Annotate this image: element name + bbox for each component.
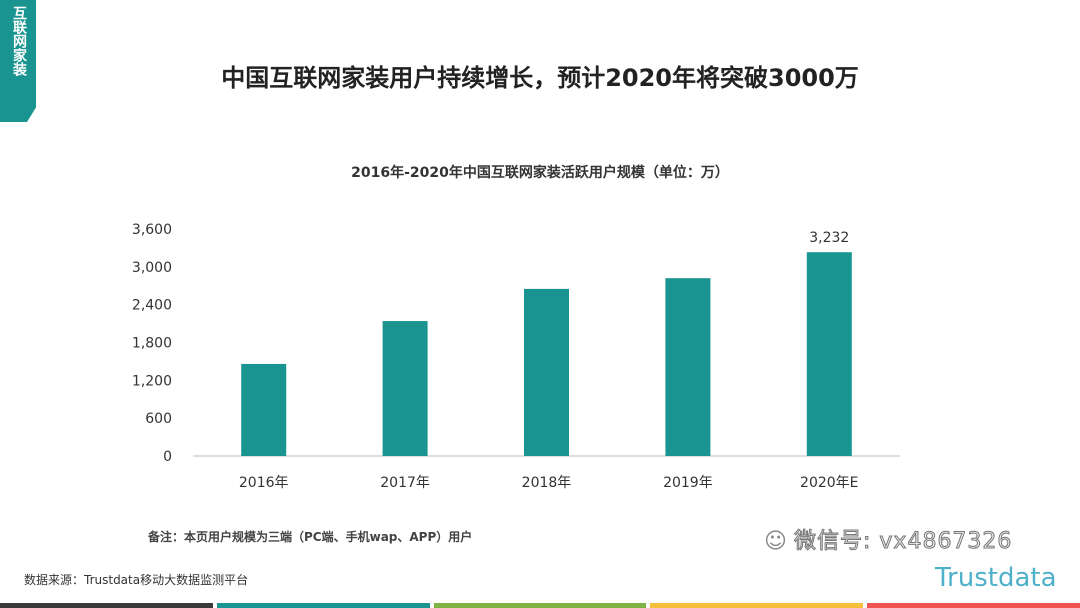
x-tick-label: 2019年 (663, 475, 713, 491)
footer-segment (867, 603, 1080, 608)
y-tick-label: 3,000 (132, 260, 172, 276)
bar-2016年 (241, 363, 287, 456)
footer-segment (433, 603, 647, 608)
y-tick-label: 600 (145, 411, 172, 427)
footer-segment (0, 603, 213, 608)
bar-2018年 (524, 288, 569, 456)
footer-color-bar (0, 603, 1080, 608)
x-tick-label: 2016年 (239, 475, 289, 491)
chart-title: 2016年-2020年中国互联网家装活跃用户规模（单位：万） (351, 165, 729, 181)
y-tick-label: 1,800 (132, 336, 172, 352)
data-source: 数据来源：Trustdata移动大数据监测平台 (24, 573, 249, 587)
bar-2020年E (806, 252, 852, 456)
y-tick-label: 2,400 (132, 298, 172, 314)
y-tick-label: 0 (163, 449, 172, 465)
section-tag: 互联网家装 (0, 0, 36, 122)
footer-segment (650, 603, 864, 608)
footer-segment (216, 603, 430, 608)
trustdata-logo: Trustdata (935, 563, 1057, 593)
x-tick-label: 2017年 (380, 475, 430, 491)
section-tag-label: 互联网家装 (11, 6, 27, 76)
x-tick-label: 2018年 (522, 475, 572, 491)
bar-2017年 (382, 321, 428, 456)
y-tick-label: 3,600 (132, 222, 172, 238)
wechat-icon: ☺ (764, 529, 787, 554)
chart-note: 备注：本页用户规模为三端（PC端、手机wap、APP）用户 (148, 530, 473, 544)
x-tick-label: 2020年E (800, 475, 858, 491)
page-title: 中国互联网家装用户持续增长，预计2020年将突破3000万 (221, 64, 859, 92)
bar-2019年 (665, 278, 711, 456)
data-label: 3,232 (809, 230, 849, 246)
y-tick-label: 1,200 (132, 373, 172, 389)
watermark: 微信号: vx4867326 (793, 529, 1013, 555)
